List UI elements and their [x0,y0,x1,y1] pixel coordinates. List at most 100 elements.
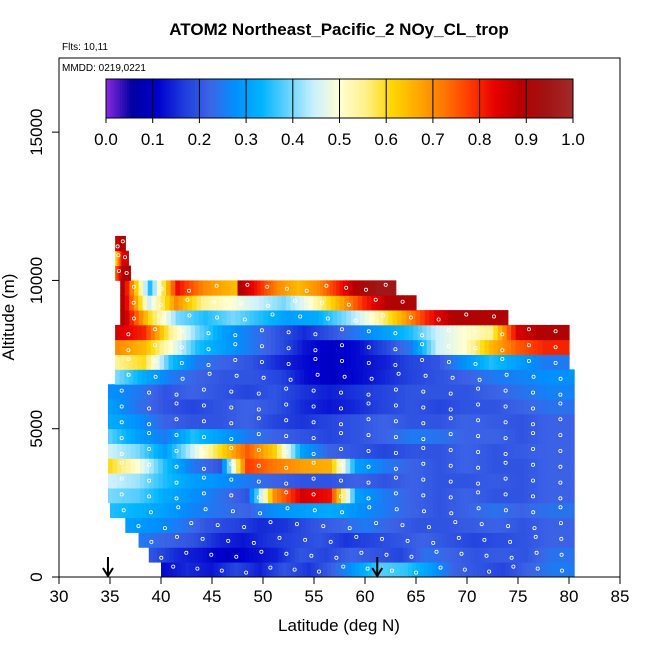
row-cell-13-12 [169,369,175,385]
row-cell-17-56 [378,310,384,326]
row-cell-6-63 [395,473,402,489]
colorbar-segment [276,79,280,118]
row-cell-1-77 [469,547,475,563]
row-cell-17-58 [387,310,394,326]
row-cell-1-65 [419,547,425,563]
row-cell-17-59 [392,310,398,326]
row-cell-16-22 [213,324,219,341]
row-cell-7-51 [341,458,347,474]
row-cell-1-59 [394,547,400,563]
row-sample-9-6 [284,434,289,439]
row-cell-11-1 [112,399,118,415]
row-cell-4-101 [569,502,575,519]
row-cell-4-34 [264,502,270,519]
row-cell-8-72 [437,443,443,459]
colorbar-tick-label-2: 0.2 [188,130,212,149]
row-cell-1-79 [478,547,483,563]
row-cell-8-54 [354,443,360,459]
row-cell-12-15 [176,384,182,400]
row-cell-14-31 [253,354,259,370]
row-cell-6-58 [373,473,379,489]
row-cell-6-55 [359,473,365,489]
row-cell-2-51 [356,532,362,548]
row-cell-1-4 [165,547,171,563]
row-cell-15-15 [181,339,187,355]
row-cell-6-44 [309,473,315,489]
row-cell-0-47 [351,562,356,578]
row-cell-0-61 [408,562,413,578]
row-cell-9-16 [181,428,187,444]
row-cell-8-43 [304,443,310,459]
row-cell-11-11 [158,399,164,415]
row-sample-6-8 [338,478,343,483]
row-sample-0-13 [487,569,492,574]
row-cell-13-58 [376,369,382,385]
row-sample-17-2 [187,313,192,318]
row-cell-3-95 [543,517,549,533]
row-cell-15-9 [155,339,161,355]
row-cell-21-1 [116,250,118,266]
row-sample-9-1 [147,431,152,436]
row-cell-15-17 [190,339,196,355]
colorbar-segment [498,79,502,118]
row-cell-1-94 [540,547,546,563]
row-cell-18-20 [209,295,215,311]
row-cell-16-57 [368,324,374,341]
row-cell-14-16 [186,354,192,370]
row-cell-16-87 [502,324,508,341]
block-cell-0-22 [309,280,314,296]
row-cell-6-56 [363,473,370,489]
row-sample-14-2 [179,360,184,365]
colorbar-segment [470,79,474,118]
row-cell-9-32 [254,428,260,444]
row-cell-6-18 [190,473,196,489]
colorbar-segment [117,79,121,118]
row-cell-7-63 [395,458,402,474]
row-cell-15-86 [497,339,503,355]
x-tick-label-4: 50 [254,587,273,606]
row-cell-7-12 [162,458,168,474]
row-cell-3-77 [464,517,470,533]
row-cell-14-90 [515,354,521,370]
row-sample-9-16 [558,433,563,438]
row-cell-1-24 [248,547,254,563]
block-sample-0-3 [304,288,309,293]
row-cell-5-23 [213,488,219,504]
row-cell-6-15 [176,473,182,489]
row-cell-17-21 [217,310,223,326]
row-cell-4-27 [232,502,238,519]
row-cell-1-40 [315,547,321,563]
row-cell-0-42 [331,562,336,578]
row-cell-9-95 [542,428,548,444]
row-cell-11-56 [363,399,370,415]
row-cell-6-19 [194,473,200,489]
row-cell-0-9 [197,562,203,578]
row-cell-15-70 [426,339,432,355]
row-sample-1-13 [484,553,489,558]
row-cell-8-74 [446,443,452,459]
row-cell-15-0 [115,339,121,355]
row-cell-10-64 [400,413,406,430]
row-sample-5-11 [421,493,426,498]
row-cell-7-77 [459,458,466,474]
row-cell-11-36 [272,399,278,415]
row-sample-2-15 [533,534,538,539]
row-cell-13-87 [506,369,512,385]
row-sample-17-4 [242,317,247,322]
row-sample-5-6 [284,490,289,495]
block-sample-0-5 [344,285,349,290]
row-cell-6-27 [231,473,237,489]
row-cell-1-48 [348,547,354,563]
row-cell-8-32 [254,443,260,459]
row-cell-11-62 [391,399,397,415]
row-cell-4-96 [546,502,552,519]
row-sample-6-2 [174,480,179,485]
row-cell-7-0 [107,458,114,474]
row-sample-1-1 [184,550,189,555]
row-cell-8-63 [395,443,402,459]
colorbar-segment [353,79,357,118]
row-cell-13-49 [335,369,341,385]
row-cell-1-36 [298,547,304,563]
row-cell-0-29 [278,562,284,578]
row-cell-13-91 [524,369,530,385]
